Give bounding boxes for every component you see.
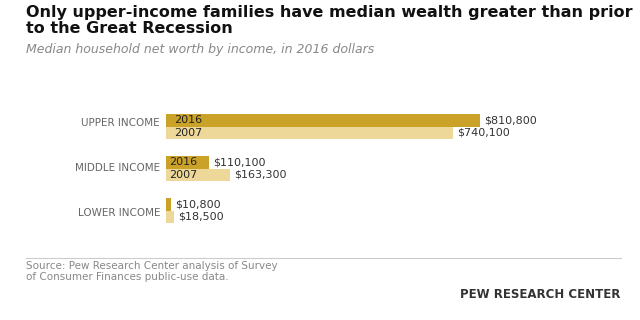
Text: 2016: 2016 [175,115,203,125]
Text: $163,300: $163,300 [234,170,287,180]
Text: MIDDLE INCOME: MIDDLE INCOME [75,163,160,173]
Text: Median household net worth by income, in 2016 dollars: Median household net worth by income, in… [26,43,374,56]
Text: $10,800: $10,800 [175,199,221,209]
Text: $18,500: $18,500 [178,212,224,222]
Text: 2007: 2007 [174,128,202,138]
Text: 2007: 2007 [170,170,198,180]
Text: to the Great Recession: to the Great Recession [26,21,232,36]
Text: LOWER INCOME: LOWER INCOME [77,208,160,218]
Text: Only upper-income families have median wealth greater than prior: Only upper-income families have median w… [26,5,632,20]
Bar [166,126,452,139]
Bar [166,169,230,181]
Bar [166,211,173,223]
Text: PEW RESEARCH CENTER: PEW RESEARCH CENTER [460,288,621,301]
Bar [166,114,480,126]
Text: Source: Pew Research Center analysis of Survey
of Consumer Finances public-use d: Source: Pew Research Center analysis of … [26,261,277,282]
Text: UPPER INCOME: UPPER INCOME [81,118,160,128]
Text: $810,800: $810,800 [484,115,538,125]
Bar [166,156,209,169]
Text: 2016: 2016 [169,157,197,167]
Text: $740,100: $740,100 [457,128,510,138]
Bar [166,198,171,211]
Text: $110,100: $110,100 [214,157,266,167]
